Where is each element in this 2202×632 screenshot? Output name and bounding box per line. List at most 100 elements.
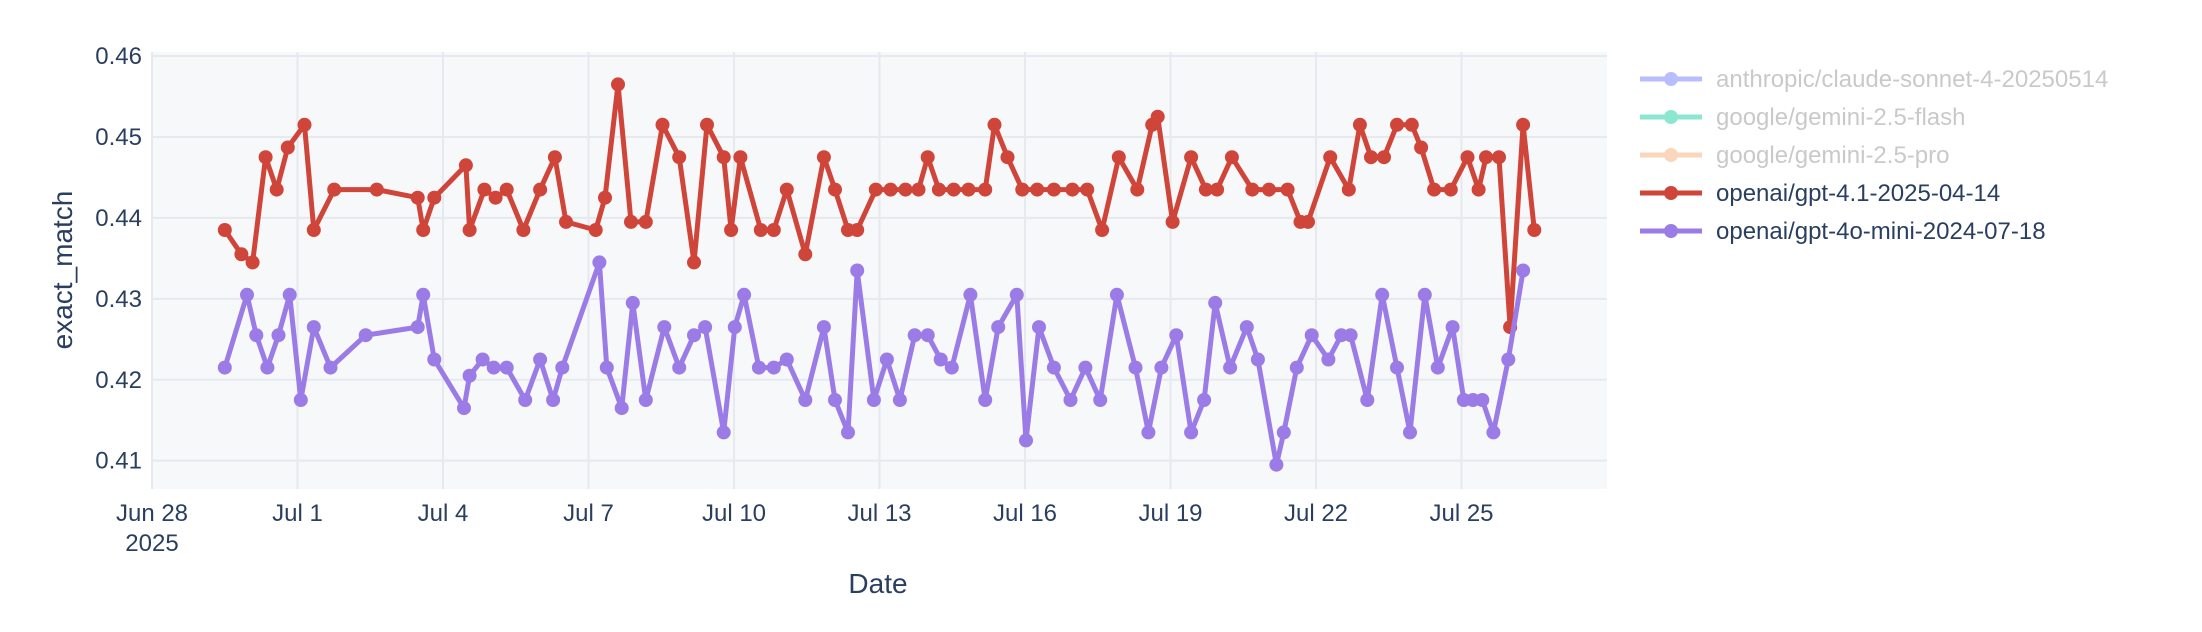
- legend-item[interactable]: google/gemini-2.5-pro: [1640, 142, 1949, 169]
- data-point: [879, 352, 894, 367]
- data-point: [533, 182, 548, 197]
- x-axis-title: Date: [848, 568, 907, 599]
- data-point: [1245, 182, 1260, 197]
- data-point: [486, 360, 501, 375]
- data-point: [911, 182, 926, 197]
- data-point: [282, 287, 297, 302]
- data-point: [1154, 360, 1169, 375]
- data-point: [1516, 117, 1531, 132]
- data-point: [1276, 425, 1291, 440]
- data-point: [234, 247, 249, 262]
- data-point: [598, 190, 612, 205]
- data-point: [753, 223, 768, 237]
- x-tick-label: Jul 1: [272, 500, 323, 527]
- legend[interactable]: anthropic/claude-sonnet-4-20250514 google…: [1640, 66, 2108, 245]
- data-point: [1065, 182, 1080, 197]
- data-point: [991, 320, 1006, 335]
- data-point: [1046, 360, 1061, 375]
- data-point: [716, 425, 731, 440]
- data-point: [625, 295, 640, 310]
- data-point: [1165, 214, 1180, 229]
- data-point: [1492, 150, 1506, 165]
- legend-label: openai/gpt-4.1-2025-04-14: [1716, 180, 2000, 207]
- legend-item[interactable]: openai/gpt-4o-mini-2024-07-18: [1640, 218, 2046, 245]
- data-point: [1080, 182, 1095, 197]
- y-tick-label: 0.42: [95, 367, 142, 394]
- data-point: [672, 150, 687, 165]
- data-point: [1280, 182, 1295, 197]
- data-point: [798, 247, 813, 262]
- data-point: [946, 182, 961, 197]
- data-point: [547, 150, 562, 165]
- legend-item[interactable]: openai/gpt-4.1-2025-04-14: [1640, 180, 2000, 207]
- data-point: [611, 77, 625, 92]
- data-point: [488, 190, 503, 205]
- data-point: [306, 320, 321, 335]
- data-point: [1111, 150, 1126, 165]
- data-point: [258, 150, 273, 165]
- data-point: [727, 320, 742, 335]
- data-point: [1364, 150, 1378, 165]
- y-tick-label: 0.45: [95, 124, 142, 151]
- legend-marker: [1664, 72, 1678, 86]
- data-point: [920, 328, 935, 343]
- data-point: [559, 214, 573, 229]
- data-point: [1304, 328, 1319, 343]
- data-point: [1445, 320, 1460, 335]
- data-point: [217, 223, 232, 237]
- data-point: [1184, 425, 1199, 440]
- data-point: [1321, 352, 1336, 367]
- data-point: [1417, 287, 1432, 302]
- data-point: [1250, 352, 1265, 367]
- data-point: [657, 320, 672, 335]
- data-point: [751, 360, 766, 375]
- x-tick-label: Jun 28: [116, 500, 188, 527]
- data-point: [592, 255, 607, 270]
- data-point: [1198, 182, 1213, 197]
- data-point: [1427, 182, 1442, 197]
- data-point: [1301, 214, 1315, 229]
- data-point: [249, 328, 264, 343]
- data-point: [1443, 182, 1458, 197]
- data-point: [546, 393, 561, 407]
- x-tick-label: Jul 25: [1429, 500, 1493, 527]
- data-point: [766, 360, 781, 375]
- data-point: [898, 182, 913, 197]
- x-tick-label: Jul 19: [1138, 500, 1202, 527]
- data-point: [1414, 140, 1429, 155]
- data-point: [944, 360, 959, 375]
- data-point: [672, 360, 687, 375]
- data-point: [1475, 393, 1490, 407]
- y-tick-label: 0.44: [95, 205, 142, 232]
- data-point: [850, 223, 865, 237]
- data-point: [555, 360, 570, 375]
- data-point: [841, 425, 855, 440]
- data-point: [1323, 150, 1338, 165]
- data-point: [963, 287, 978, 302]
- data-point: [687, 255, 701, 270]
- data-point: [1375, 287, 1390, 302]
- data-point: [1360, 393, 1375, 407]
- data-point: [933, 352, 948, 367]
- legend-item[interactable]: anthropic/claude-sonnet-4-20250514: [1640, 66, 2108, 93]
- data-point: [1390, 360, 1404, 375]
- data-point: [477, 182, 492, 197]
- data-point: [1262, 182, 1276, 197]
- x-tick-labels: Jun 28 Jul 1 Jul 4 Jul 7 Jul 10 Jul 13 Jul 16 J…: [116, 500, 1494, 557]
- data-point: [260, 360, 275, 375]
- legend-marker: [1664, 224, 1678, 238]
- data-point: [1197, 393, 1212, 407]
- data-point: [462, 223, 477, 237]
- legend-marker: [1664, 186, 1678, 200]
- data-point: [588, 223, 603, 237]
- data-point: [779, 352, 794, 367]
- y-tick-label: 0.41: [95, 448, 142, 475]
- data-point: [816, 320, 831, 335]
- data-point: [1046, 182, 1061, 197]
- data-point: [427, 352, 442, 367]
- data-point: [269, 182, 284, 197]
- legend-item[interactable]: google/gemini-2.5-flash: [1640, 104, 1965, 131]
- data-point: [850, 263, 865, 278]
- data-point: [1527, 223, 1542, 237]
- data-point: [978, 393, 993, 407]
